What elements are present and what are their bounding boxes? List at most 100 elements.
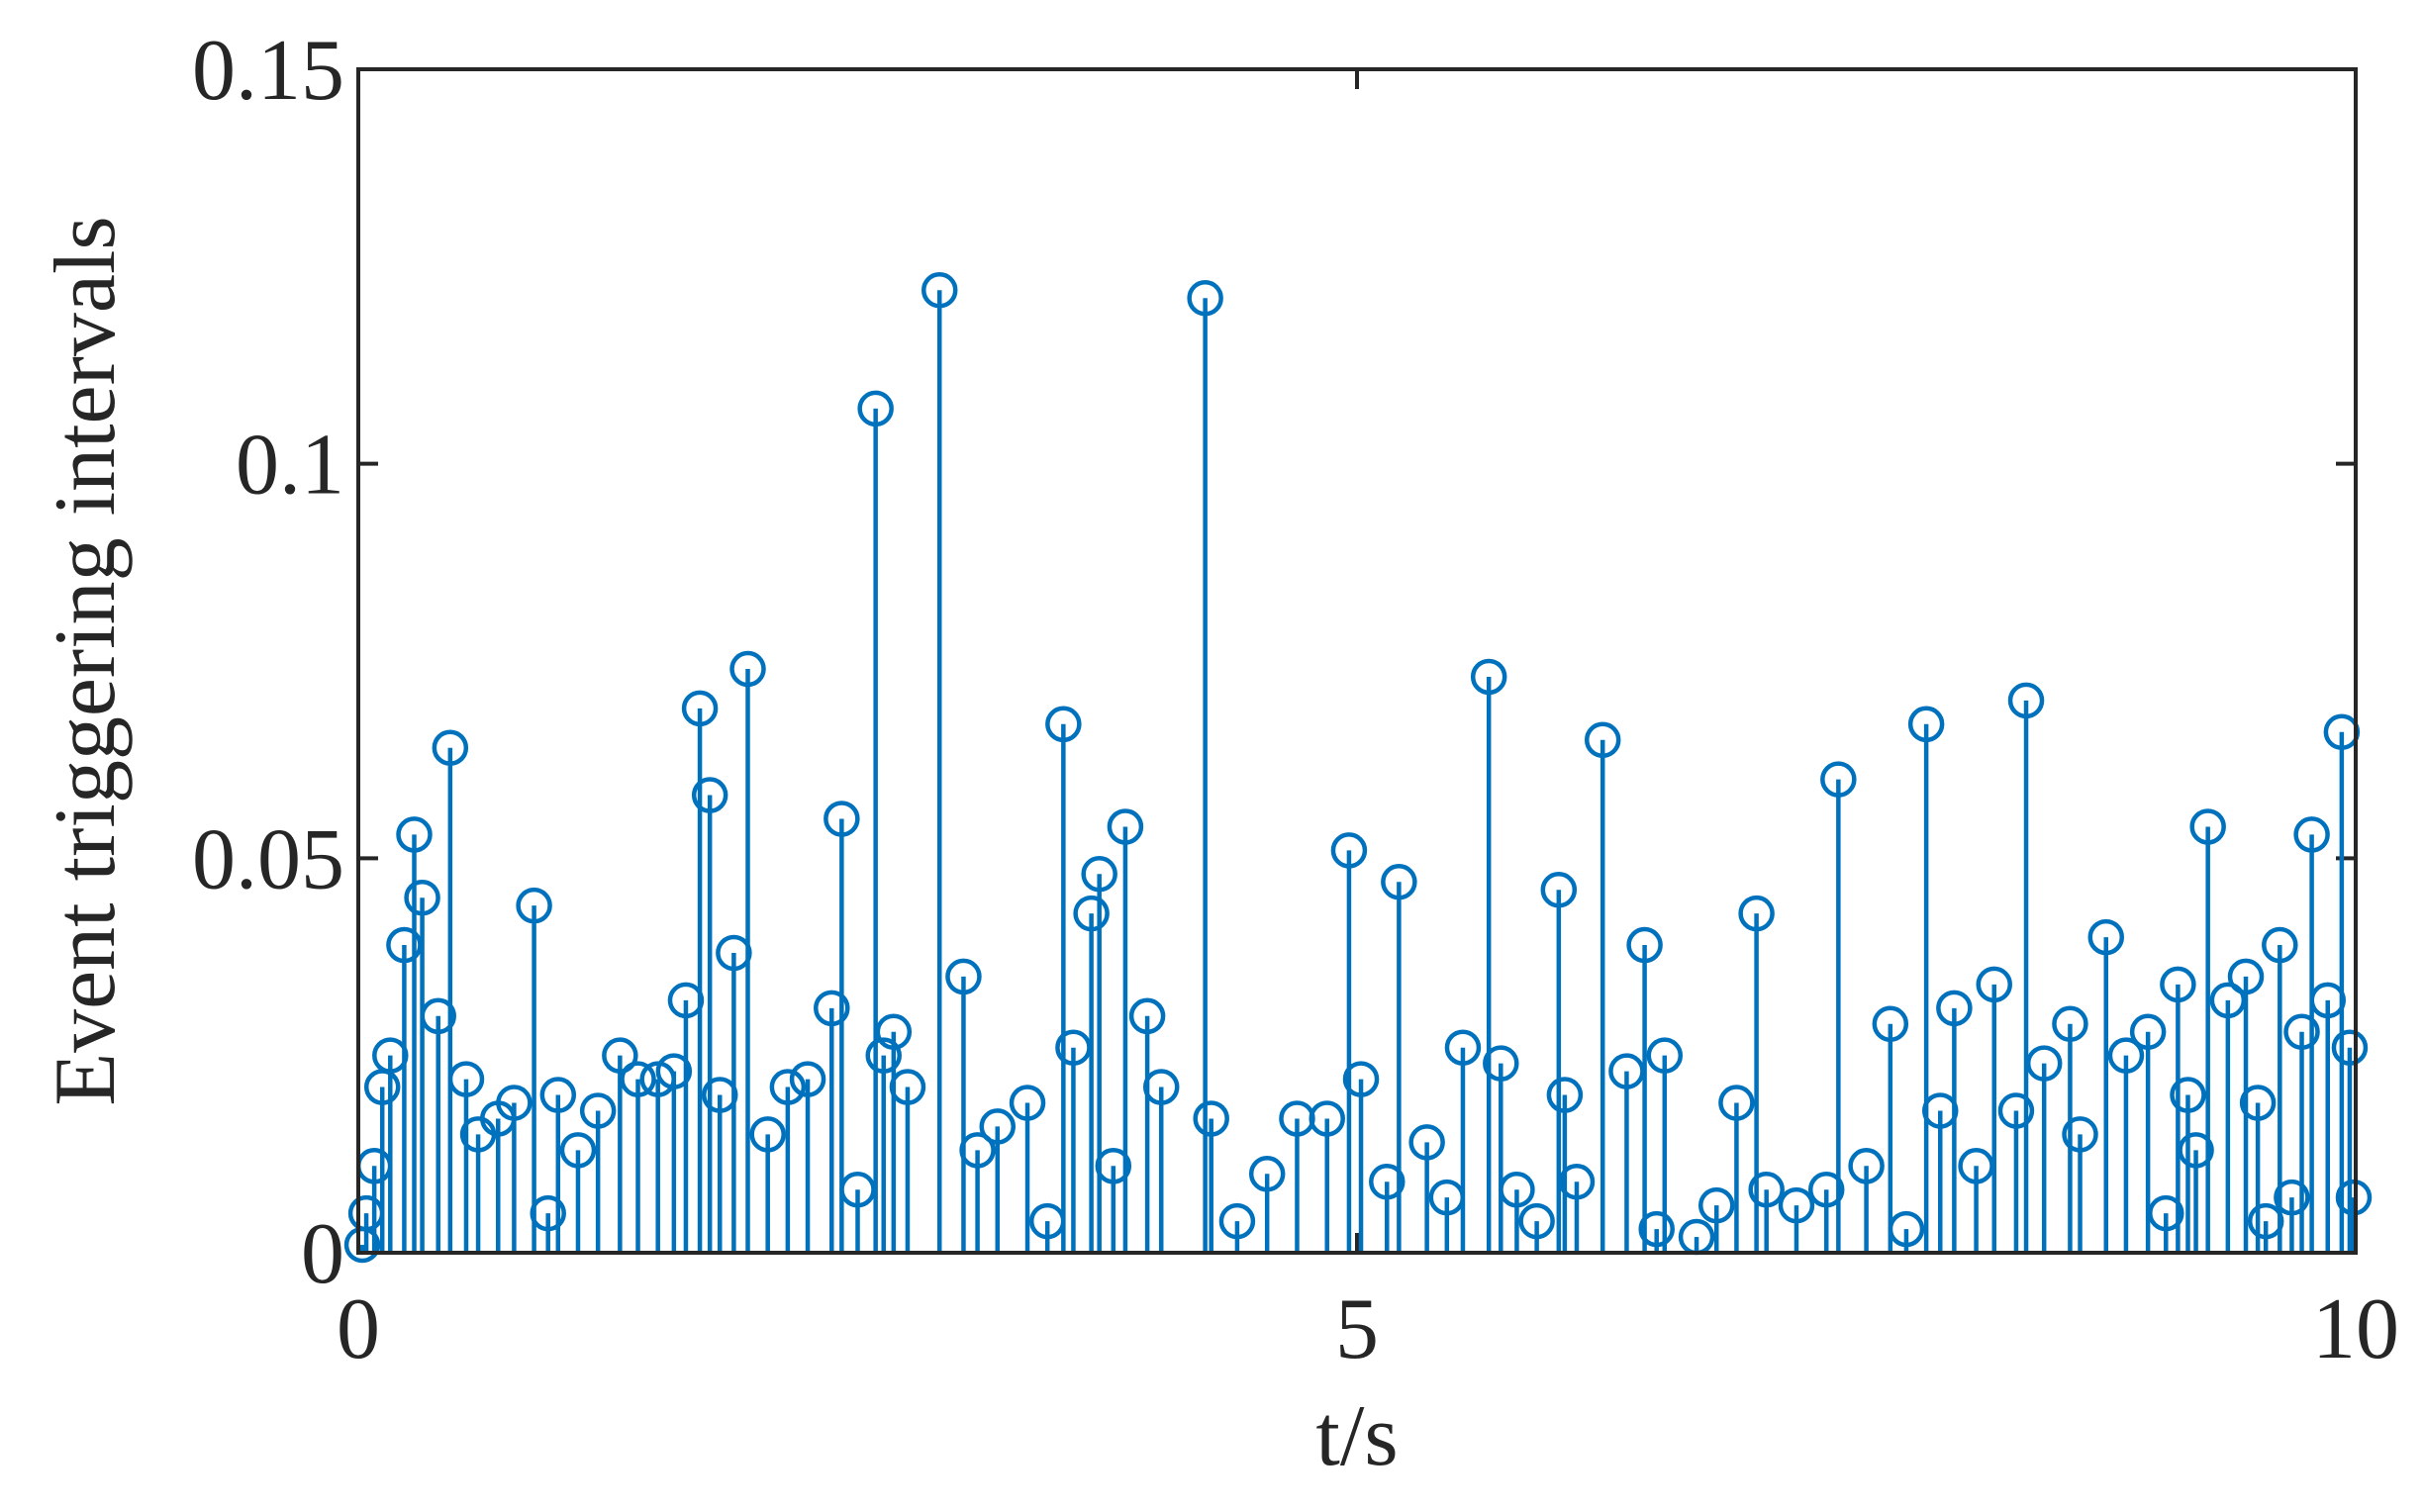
stem-marker [1369, 1163, 1406, 1200]
stem-marker [1309, 1100, 1345, 1137]
stem-marker [1218, 1202, 1256, 1240]
stem-marker [1540, 871, 1578, 908]
stem-marker [1248, 1156, 1286, 1192]
stem-marker [655, 1053, 693, 1089]
stem-marker [1907, 706, 1945, 743]
stem-marker [1872, 1005, 1909, 1043]
stem-marker [857, 390, 894, 427]
y-tick-label: 0.15 [192, 23, 344, 119]
stem-marker [889, 1069, 926, 1105]
stem-marker [1073, 895, 1110, 932]
stem-marker [432, 729, 469, 766]
stem-marker [921, 272, 958, 309]
stem-marker [2239, 1085, 2277, 1121]
stem-marker [1738, 895, 1775, 932]
stem-marker [1095, 1148, 1132, 1184]
stem-marker [749, 1116, 786, 1153]
x-tick-label: 0 [337, 1281, 380, 1377]
y-axis-label: Event triggering intervals [38, 216, 134, 1105]
stem-marker [865, 1037, 902, 1074]
stem-marker [620, 1061, 656, 1097]
y-tick-label: 0.05 [192, 811, 344, 907]
stem-marker [1626, 926, 1663, 964]
stem-marker [2170, 1077, 2206, 1113]
stem-marker [1342, 1061, 1380, 1097]
stem-marker [1193, 1100, 1229, 1137]
stem-marker [1128, 997, 1166, 1035]
stem-marker [2331, 1029, 2369, 1066]
stem-marker [1045, 706, 1082, 743]
stem-marker [1470, 658, 1507, 696]
stem-marker [2007, 682, 2045, 719]
stem-marker [1584, 721, 1621, 758]
stem-marker [1444, 1029, 1482, 1066]
stem-marker [1936, 990, 1973, 1027]
stem-marker [2262, 926, 2298, 964]
stem-marker [814, 990, 850, 1027]
stem-marker [1142, 1069, 1180, 1105]
stem-marker [1848, 1148, 1885, 1184]
stem-marker [2189, 808, 2226, 845]
stem-marker [769, 1069, 807, 1105]
stem-marker [1748, 1171, 1785, 1208]
stem-marker [2062, 1116, 2098, 1153]
stem-marker [1778, 1186, 1815, 1224]
stem-marker [979, 1108, 1017, 1145]
stem-marker [824, 801, 860, 837]
y-tick-label: 0.1 [236, 418, 344, 514]
stem-marker [1646, 1037, 1684, 1074]
stem-marker [539, 1077, 577, 1113]
stem-marker [1187, 279, 1223, 317]
stem-marker [2148, 1194, 2184, 1232]
stem-marker [959, 1132, 996, 1169]
stem-marker [2335, 1179, 2373, 1216]
stem-marker [1558, 1163, 1596, 1200]
stem-marker [2283, 1013, 2320, 1050]
stem-marker [945, 958, 982, 995]
stem-marker [1081, 856, 1117, 893]
x-tick-label: 10 [2312, 1281, 2399, 1377]
stem-marker [729, 650, 766, 688]
stem-marker [691, 777, 728, 813]
stem-marker [1330, 832, 1368, 869]
x-tick-label: 5 [1335, 1281, 1379, 1377]
stem-marker [404, 879, 440, 916]
x-axis-label: t/s [1315, 1388, 1398, 1484]
stem-marker [1697, 1186, 1735, 1224]
stem-marker [2178, 1132, 2214, 1169]
stem-marker [2227, 958, 2265, 995]
plot-frame [356, 67, 2358, 1255]
stem-marker [681, 690, 719, 727]
stem-marker [2025, 1045, 2063, 1082]
stem-marker [496, 1085, 533, 1121]
stem-marker [1546, 1077, 1584, 1113]
stem-marker [1820, 761, 1857, 798]
stem-marker [1807, 1171, 1845, 1208]
stem-marker [1381, 864, 1417, 900]
stem-marker [420, 997, 456, 1035]
stem-marker [2160, 966, 2196, 1003]
stem-marker [2129, 1013, 2167, 1050]
stem-marker [789, 1061, 826, 1097]
stem-marker [1499, 1171, 1535, 1208]
stem-marker [1408, 1124, 1445, 1161]
stem-marker [1107, 808, 1144, 845]
stem-marker [1518, 1202, 1555, 1240]
stem-marker [1638, 1210, 1675, 1248]
stem-marker [579, 1092, 617, 1129]
stem-marker [1888, 1210, 1925, 1248]
stem-marker [2087, 918, 2124, 956]
stem-marker [1997, 1092, 2035, 1129]
stem-marker [2293, 816, 2330, 853]
stem-marker [530, 1194, 566, 1232]
stem-marker [2052, 1005, 2088, 1043]
stem-marker [447, 1061, 485, 1097]
stem-marker [1976, 966, 2012, 1003]
stem-marker [1483, 1045, 1519, 1082]
stem-marker [602, 1037, 638, 1074]
stem-marker [516, 887, 552, 924]
y-tick-label: 0 [301, 1206, 344, 1302]
stem-marker [559, 1132, 597, 1169]
stem-marker [1009, 1085, 1046, 1121]
